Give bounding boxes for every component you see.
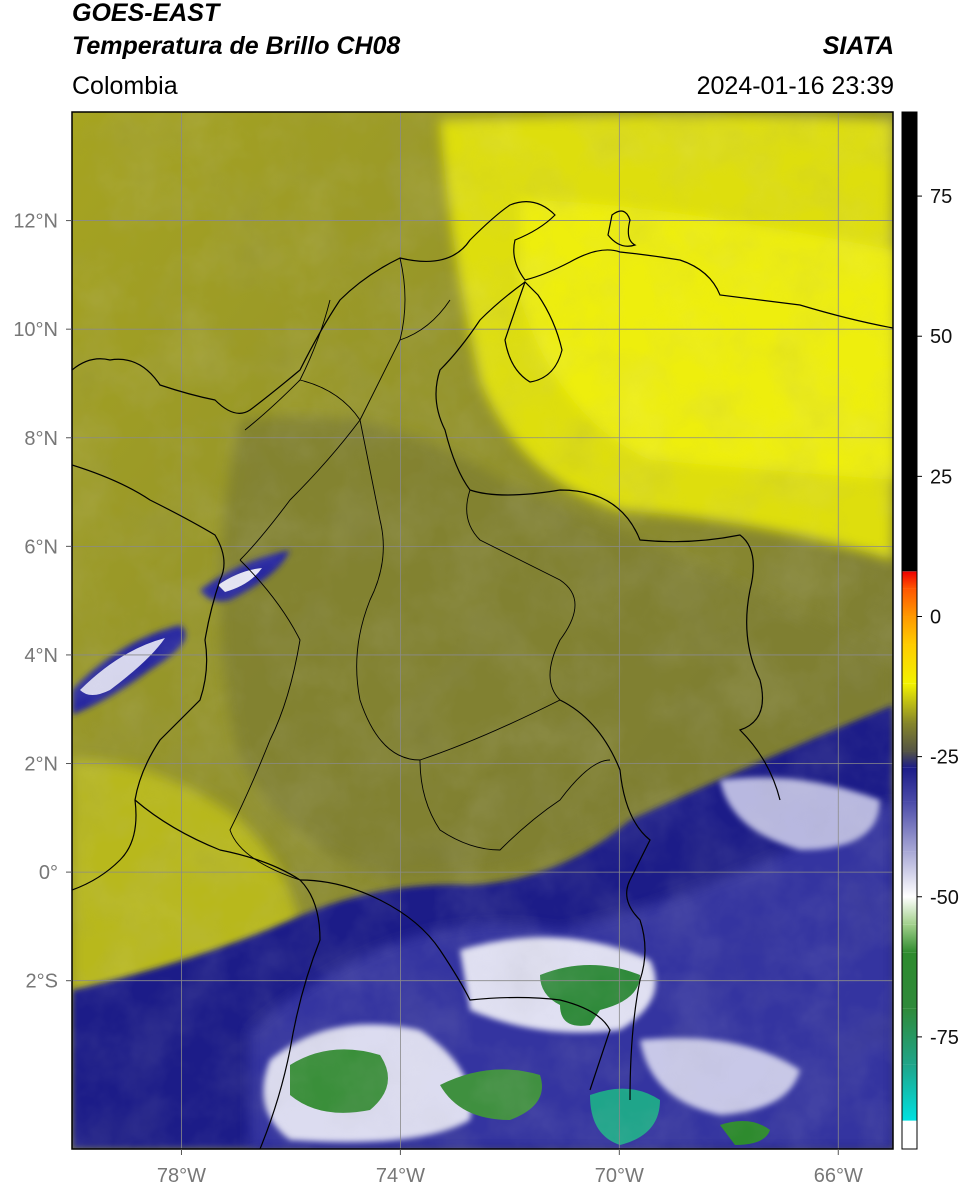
lon-tick-label: 70°W — [595, 1165, 644, 1187]
colorbar-band — [902, 851, 917, 897]
colorbar-tick-label: -50 — [930, 887, 959, 909]
lon-tick-label: 78°W — [157, 1165, 206, 1187]
lat-tick-label: 10°N — [13, 319, 58, 341]
colorbar-tick-label: 25 — [930, 466, 952, 488]
colorbar-tick-label: 0 — [930, 606, 941, 628]
product-title: Temperatura de Brillo CH08 — [72, 32, 401, 60]
colorbar-band — [902, 571, 917, 589]
map-frame — [71, 111, 894, 1150]
brightness-temperature-imagery — [72, 112, 893, 1149]
colorbar-band — [902, 1064, 917, 1121]
colorbar-band — [902, 1120, 917, 1121]
colorbar-band — [902, 616, 917, 645]
pacific-coastline — [72, 464, 225, 891]
paraguana-peninsula — [607, 210, 637, 247]
colorbar-band — [902, 644, 917, 684]
lon-tick-label: 66°W — [814, 1165, 863, 1187]
colorbar-ticks: 75 50 25 0 -25 -50 -75 — [917, 186, 959, 1049]
colorbar-band — [902, 767, 917, 802]
colorbar-band — [902, 896, 917, 925]
lat-tick-label: 4°N — [24, 645, 58, 667]
colombia-ecuador-border — [134, 799, 321, 1149]
internal-division-5 — [419, 759, 611, 851]
lat-tick-label: 0° — [39, 862, 58, 884]
internal-division-2 — [466, 489, 576, 701]
lat-tick-label: 12°N — [13, 211, 58, 233]
colombia-brazil-border — [559, 699, 651, 1101]
colorbar-band — [902, 924, 917, 953]
map-boundaries — [72, 201, 893, 1149]
internal-division-3 — [229, 559, 301, 881]
agency-label: SIATA — [822, 32, 894, 60]
map-gridlines — [72, 112, 893, 1149]
colorbar-band — [902, 952, 917, 1009]
region-label: Colombia — [72, 72, 178, 100]
colorbar-tick-label: -25 — [930, 747, 959, 769]
caribbean-coastline — [72, 201, 893, 414]
internal-division-6 — [244, 299, 451, 431]
colorbar-band — [902, 683, 917, 723]
longitude-tick-labels: 78°W 74°W 70°W 66°W — [157, 1149, 863, 1187]
colorbar-tick-label: 75 — [930, 186, 952, 208]
datetime-label: 2024-01-16 23:39 — [696, 72, 894, 100]
colorbar: 75 50 25 0 -25 -50 -75 — [901, 111, 959, 1150]
lon-tick-label: 74°W — [376, 1165, 425, 1187]
colorbar-band — [902, 588, 917, 617]
colorbar-band — [902, 112, 917, 572]
lat-tick-label: 2°S — [26, 971, 58, 993]
colorbar-band — [902, 801, 917, 852]
lat-tick-label: 2°N — [24, 754, 58, 776]
latitude-tick-labels: 12°N 10°N 8°N 6°N 4°N 2°N 0° 2°S — [13, 211, 72, 993]
internal-division-4 — [356, 419, 561, 761]
colorbar-tick-label: -75 — [930, 1027, 959, 1049]
lat-tick-label: 8°N — [24, 428, 58, 450]
colorbar-band — [902, 1120, 917, 1149]
lat-tick-label: 6°N — [24, 536, 58, 558]
satellite-title: GOES-EAST — [72, 0, 220, 27]
colorbar-band — [902, 1008, 917, 1065]
colorbar-band — [902, 571, 917, 572]
colorbar-frame — [901, 111, 918, 1150]
colorbar-tick-label: 50 — [930, 326, 952, 348]
colorbar-bands — [902, 112, 917, 1149]
colorbar-band — [902, 751, 917, 768]
colombia-peru-border — [299, 879, 611, 1091]
maracaibo-lake-outline — [504, 280, 563, 383]
colorbar-band — [902, 722, 917, 752]
colombia-venezuela-border — [435, 281, 781, 801]
